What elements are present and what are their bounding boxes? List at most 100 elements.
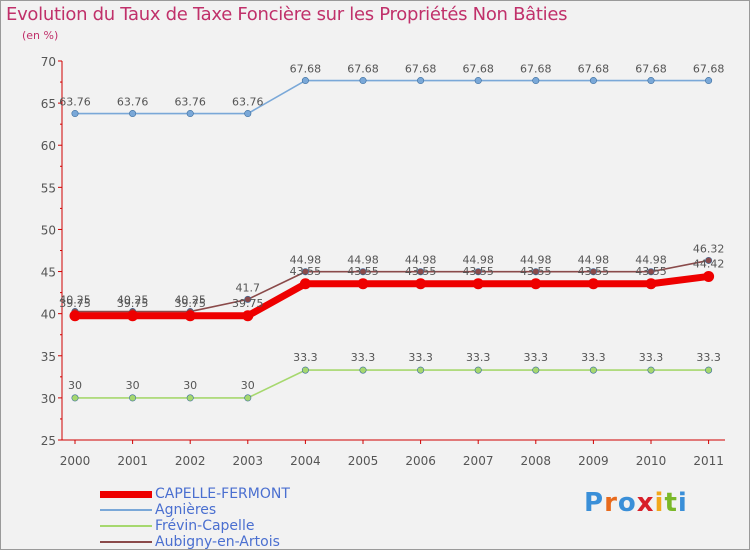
data-label: 63.76: [117, 96, 149, 109]
data-label: 33.3: [524, 351, 549, 364]
data-label: 67.68: [347, 63, 379, 76]
legend-label: Frévin-Capelle: [155, 518, 255, 534]
data-label: 44.42: [693, 257, 725, 270]
series-line-0: [75, 272, 710, 320]
logo-letter: o: [617, 488, 637, 518]
data-label: 30: [68, 379, 82, 392]
data-label: 33.3: [293, 351, 318, 364]
y-tick-label: 55: [41, 181, 56, 195]
logo-letter: P: [584, 488, 605, 518]
data-point: [244, 295, 252, 303]
y-tick-label: 45: [41, 266, 56, 280]
data-label: 30: [241, 379, 255, 392]
series-line-2: [75, 369, 709, 399]
x-tick-label: 2001: [117, 454, 148, 468]
data-point: [417, 77, 425, 85]
data-label: 44.98: [290, 254, 322, 267]
data-label: 44.98: [520, 254, 552, 267]
data-label: 33.3: [581, 351, 606, 364]
logo-letter: i: [654, 488, 665, 518]
logo-letter: r: [604, 488, 618, 518]
legend-item: Aubigny-en-Artois: [100, 534, 360, 550]
data-point: [705, 256, 713, 264]
data-label: 44.98: [347, 254, 379, 267]
data-point: [645, 278, 657, 290]
data-label: 67.68: [635, 63, 667, 76]
data-point: [705, 366, 713, 374]
x-tick-label: 2003: [233, 454, 264, 468]
data-point: [532, 268, 540, 276]
data-point: [129, 394, 137, 402]
x-tick-label: 2009: [578, 454, 609, 468]
line-chart: 25 30 35 40 45 50 55 60 65 70 2000 2001 2002 2003 2004…: [41, 55, 725, 468]
x-tick-label: 2011: [693, 454, 724, 468]
data-label: 46.32: [693, 242, 725, 255]
legend-swatch: [100, 509, 152, 511]
data-label: 43.55: [578, 265, 610, 278]
data-label: 43.55: [462, 265, 494, 278]
data-label: 67.68: [578, 63, 610, 76]
data-label: 30: [183, 379, 197, 392]
data-label: 67.68: [290, 63, 322, 76]
data-point: [647, 77, 655, 85]
data-point: [301, 366, 309, 374]
y-tick-label: 30: [41, 392, 56, 406]
x-tick-label: 2002: [175, 454, 206, 468]
data-point: [589, 268, 597, 276]
data-label: 39.75: [174, 297, 206, 310]
data-label: 67.68: [405, 63, 437, 76]
legend-swatch: [100, 541, 152, 543]
data-point: [186, 394, 194, 402]
data-label: 43.55: [635, 265, 667, 278]
chart-title: Evolution du Taux de Taxe Foncière sur l…: [6, 4, 568, 25]
data-point: [532, 77, 540, 85]
data-label: 39.75: [59, 297, 91, 310]
data-label: 67.68: [462, 63, 494, 76]
data-label: 43.55: [405, 265, 437, 278]
data-point: [69, 310, 81, 322]
data-point: [359, 268, 367, 276]
data-label: 39.75: [117, 297, 149, 310]
data-point: [417, 268, 425, 276]
proxiti-logo: Proxiti: [584, 488, 688, 518]
data-label: 43.55: [347, 265, 379, 278]
data-label: 63.76: [232, 96, 264, 109]
data-point: [530, 278, 542, 290]
data-point: [244, 394, 252, 402]
data-point: [359, 77, 367, 85]
data-point: [301, 77, 309, 85]
data-point: [474, 77, 482, 85]
data-point: [357, 278, 369, 290]
data-point: [703, 270, 715, 282]
y-tick-label: 65: [41, 97, 56, 111]
y-tick-label: 25: [41, 434, 56, 448]
data-label: 67.68: [693, 63, 725, 76]
y-tick-label: 70: [41, 55, 56, 69]
series-line-1: [75, 79, 709, 115]
legend-label: Agnières: [155, 502, 217, 518]
data-label: 33.3: [639, 351, 664, 364]
data-label: 40.25: [117, 294, 149, 307]
y-tick-label: 35: [41, 350, 56, 364]
legend-item: CAPELLE-FERMONT: [100, 486, 360, 502]
data-point: [299, 278, 311, 290]
data-label: 33.3: [408, 351, 433, 364]
x-tick-label: 2005: [348, 454, 379, 468]
data-point: [589, 366, 597, 374]
data-point: [474, 366, 482, 374]
logo-letter: x: [636, 488, 655, 518]
data-point: [647, 366, 655, 374]
x-tick-label: 2007: [463, 454, 494, 468]
x-tick-label: 2000: [60, 454, 91, 468]
data-label: 44.98: [635, 254, 667, 267]
data-point: [474, 268, 482, 276]
data-point: [415, 278, 427, 290]
data-label: 33.3: [466, 351, 491, 364]
data-point: [705, 77, 713, 85]
x-tick-label: 2006: [405, 454, 436, 468]
legend-swatch: [100, 490, 152, 498]
y-tick-label: 50: [41, 223, 56, 237]
data-point: [127, 310, 139, 322]
data-label: 63.76: [59, 96, 91, 109]
data-point: [71, 110, 79, 118]
